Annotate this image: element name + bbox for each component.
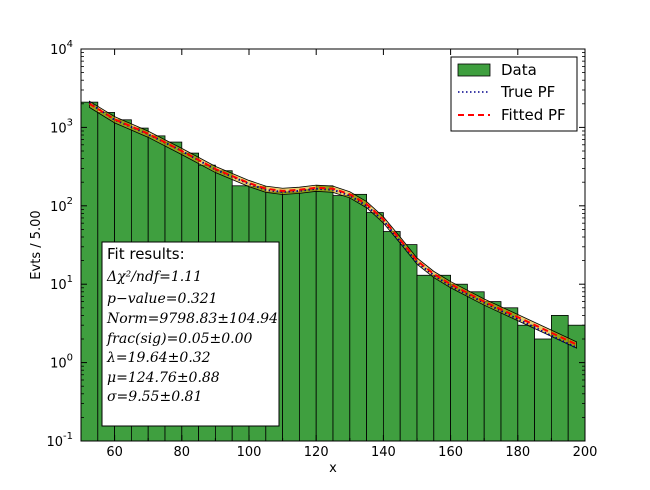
fit-curves xyxy=(88,102,578,349)
histogram-bar xyxy=(399,244,418,442)
x-axis-label: x xyxy=(329,461,337,476)
fit-results-title: Fit results: xyxy=(107,245,185,263)
x-tick-label: 140 xyxy=(371,445,396,460)
histogram-bar xyxy=(433,274,451,442)
histogram-bar xyxy=(450,283,468,442)
histogram-bar xyxy=(483,301,502,442)
histogram-bar xyxy=(80,101,99,442)
y-tick-label: 10-1 xyxy=(46,431,73,450)
x-tick-label: 180 xyxy=(505,445,530,460)
fit-lambda: λ=19.64±0.32 xyxy=(106,350,211,366)
histogram-bar xyxy=(416,274,435,442)
x-tick-label: 200 xyxy=(573,445,598,460)
legend: Data True PF Fitted PF xyxy=(450,56,578,132)
histogram-bar xyxy=(332,195,351,442)
x-tick-label: 100 xyxy=(237,445,262,460)
legend-swatch-data xyxy=(457,63,491,77)
fit-p-value: p−value=0.321 xyxy=(107,291,218,307)
fit-norm: Norm=9798.83±104.94 xyxy=(106,311,278,327)
x-tick-label: 160 xyxy=(438,445,463,460)
y-tick-label: 101 xyxy=(50,274,73,293)
y-axis-ticks: 10-1 100 101 102 103 104 xyxy=(46,39,585,450)
legend-label-data: Data xyxy=(501,61,537,79)
histogram-bar xyxy=(349,193,367,442)
x-tick-label: 60 xyxy=(106,445,123,460)
histogram-bar xyxy=(298,189,317,442)
histogram-bar xyxy=(517,324,535,442)
x-tick-label: 120 xyxy=(304,445,329,460)
histogram-bar xyxy=(466,291,485,442)
fitted-pf-curve xyxy=(88,102,578,346)
y-tick-label: 104 xyxy=(50,39,73,58)
legend-label-true-pf: True PF xyxy=(500,83,555,101)
fit-results-box: Fit results: Δχ²/ndf=1.11 p−value=0.321 … xyxy=(101,241,280,427)
y-tick-label: 103 xyxy=(50,117,73,136)
histogram-bar xyxy=(534,338,552,442)
fit-sigma: σ=9.55±0.81 xyxy=(107,389,202,405)
fit-chi2-ndf: Δχ²/ndf=1.11 xyxy=(106,269,202,285)
fit-mu: μ=124.76±0.88 xyxy=(107,370,220,386)
y-tick-label: 102 xyxy=(50,196,73,215)
histogram-bar xyxy=(366,212,384,442)
legend-label-fitted-pf: Fitted PF xyxy=(501,106,566,124)
x-axis-ticks: 60 80 100 120 140 160 180 200 xyxy=(80,49,598,460)
x-tick-label: 80 xyxy=(174,445,191,460)
histogram-bar xyxy=(282,191,300,442)
fit-frac-sig: frac(sig)=0.05±0.00 xyxy=(106,331,253,347)
y-axis-label: Evts / 5.00 xyxy=(29,210,44,279)
plot-frame xyxy=(80,48,586,442)
fit-results-frame xyxy=(101,241,280,427)
y-tick-label: 100 xyxy=(50,353,73,372)
histogram-bar xyxy=(382,231,401,442)
histogram-bar xyxy=(500,307,519,442)
histogram-bar xyxy=(315,185,334,442)
